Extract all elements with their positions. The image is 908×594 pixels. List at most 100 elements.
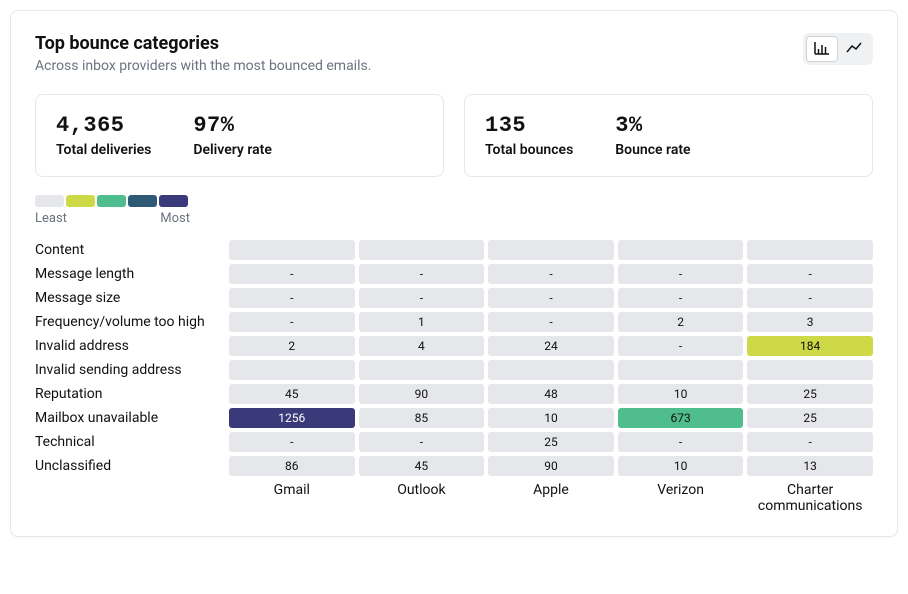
heatmap-cell[interactable]: 48 [488, 384, 614, 404]
heatmap-cell[interactable]: 1 [359, 312, 485, 332]
heatmap-column-label: Charter communications [747, 480, 873, 514]
metric-label: Bounce rate [615, 142, 690, 158]
legend-least-label: Least [35, 211, 67, 226]
bar-view-button[interactable] [806, 36, 838, 62]
heatmap-cell[interactable] [488, 240, 614, 260]
heatmap-cell[interactable]: 25 [747, 408, 873, 428]
heatmap-cell[interactable]: - [618, 336, 744, 356]
heatmap-cell[interactable]: 90 [488, 456, 614, 476]
heatmap-cell[interactable]: 10 [618, 384, 744, 404]
heatmap-cell[interactable]: - [359, 432, 485, 452]
metric-value: 135 [485, 113, 573, 138]
deliveries-summary-box: 4,365 Total deliveries 97% Delivery rate [35, 94, 444, 177]
bounces-summary-box: 135 Total bounces 3% Bounce rate [464, 94, 873, 177]
heatmap-cell[interactable]: - [747, 432, 873, 452]
legend-swatch [97, 195, 126, 207]
heatmap-row: Frequency/volume too high-1-23 [35, 312, 873, 332]
heatmap-cell[interactable]: 86 [229, 456, 355, 476]
heatmap-cell[interactable]: - [229, 432, 355, 452]
heatmap-column-label: Apple [488, 480, 614, 514]
heatmap-cell[interactable]: 2 [618, 312, 744, 332]
card-title: Top bounce categories [35, 33, 371, 54]
metric-total-deliveries: 4,365 Total deliveries [56, 113, 151, 158]
metric-label: Total bounces [485, 142, 573, 158]
summary-row: 4,365 Total deliveries 97% Delivery rate… [35, 94, 873, 177]
metric-label: Total deliveries [56, 142, 151, 158]
heatmap-cell[interactable]: 2 [229, 336, 355, 356]
heatmap-cell[interactable]: 10 [488, 408, 614, 428]
heatmap-cell[interactable]: - [488, 264, 614, 284]
heatmap-cell[interactable]: - [747, 264, 873, 284]
heatmap-row: Invalid address2424-184 [35, 336, 873, 356]
heatmap-cell[interactable]: - [618, 264, 744, 284]
heatmap-cell[interactable] [747, 240, 873, 260]
heatmap-cell[interactable] [618, 240, 744, 260]
legend-swatch [66, 195, 95, 207]
heatmap-row: Mailbox unavailable1256851067325 [35, 408, 873, 428]
card-subtitle: Across inbox providers with the most bou… [35, 58, 371, 74]
metric-bounce-rate: 3% Bounce rate [615, 113, 690, 158]
heatmap-cell[interactable]: - [229, 264, 355, 284]
heatmap-cell[interactable]: 3 [747, 312, 873, 332]
heatmap-cell[interactable]: 90 [359, 384, 485, 404]
heatmap-cell[interactable]: - [229, 288, 355, 308]
heatmap-cell[interactable]: - [229, 312, 355, 332]
heatmap-cell[interactable]: 1256 [229, 408, 355, 428]
heatmap-cell[interactable]: 4 [359, 336, 485, 356]
legend-swatches [35, 195, 873, 207]
bar-chart-icon [814, 41, 830, 58]
header-text: Top bounce categories Across inbox provi… [35, 33, 371, 74]
heatmap-cell[interactable] [359, 360, 485, 380]
heatmap-cell[interactable]: 45 [359, 456, 485, 476]
heatmap-row: Technical--25-- [35, 432, 873, 452]
heatmap-cell[interactable]: 45 [229, 384, 355, 404]
heatmap-cell[interactable]: 673 [618, 408, 744, 428]
legend-most-label: Most [160, 211, 190, 226]
heatmap-row: Invalid sending address [35, 360, 873, 380]
heatmap-cell[interactable]: - [618, 432, 744, 452]
metric-value: 97% [193, 113, 272, 138]
heatmap-column-labels: GmailOutlookAppleVerizonCharter communic… [35, 480, 873, 514]
metric-delivery-rate: 97% Delivery rate [193, 113, 272, 158]
line-view-button[interactable] [838, 36, 870, 62]
heatmap-row-label: Reputation [35, 386, 225, 402]
heatmap-cell[interactable] [618, 360, 744, 380]
heatmap-cell[interactable]: 13 [747, 456, 873, 476]
heatmap-cell[interactable]: - [359, 288, 485, 308]
heatmap-row: Message length----- [35, 264, 873, 284]
heatmap-cell[interactable]: - [488, 288, 614, 308]
spacer [35, 480, 225, 514]
heatmap-row-label: Invalid sending address [35, 362, 225, 378]
heatmap-row: Message size----- [35, 288, 873, 308]
heatmap-cell[interactable] [359, 240, 485, 260]
metric-value: 3% [615, 113, 690, 138]
line-chart-icon [846, 41, 862, 58]
heatmap-cell[interactable]: 25 [747, 384, 873, 404]
heatmap-cell[interactable]: - [359, 264, 485, 284]
heatmap-cell[interactable] [229, 240, 355, 260]
heatmap-row-label: Message length [35, 266, 225, 282]
heatmap-cell[interactable]: 25 [488, 432, 614, 452]
heatmap-cell[interactable] [747, 360, 873, 380]
heatmap-cell[interactable]: - [618, 288, 744, 308]
heatmap-row-label: Invalid address [35, 338, 225, 354]
heatmap-row-label: Content [35, 242, 225, 258]
heatmap-cell[interactable]: 10 [618, 456, 744, 476]
heatmap-row-label: Technical [35, 434, 225, 450]
heatmap-row: Reputation4590481025 [35, 384, 873, 404]
heatmap-cell[interactable]: 85 [359, 408, 485, 428]
heatmap-cell[interactable]: 184 [747, 336, 873, 356]
metric-total-bounces: 135 Total bounces [485, 113, 573, 158]
view-toggle [803, 33, 873, 65]
heatmap-row-label: Unclassified [35, 458, 225, 474]
heatmap-cell[interactable]: - [747, 288, 873, 308]
bounce-categories-card: Top bounce categories Across inbox provi… [10, 10, 898, 537]
legend-swatch [128, 195, 157, 207]
heatmap-row-label: Mailbox unavailable [35, 410, 225, 426]
heatmap-column-label: Outlook [359, 480, 485, 514]
heatmap-cell[interactable] [229, 360, 355, 380]
heatmap-cell[interactable]: - [488, 312, 614, 332]
heatmap-cell[interactable]: 24 [488, 336, 614, 356]
heatmap-cell[interactable] [488, 360, 614, 380]
legend-swatch [159, 195, 188, 207]
